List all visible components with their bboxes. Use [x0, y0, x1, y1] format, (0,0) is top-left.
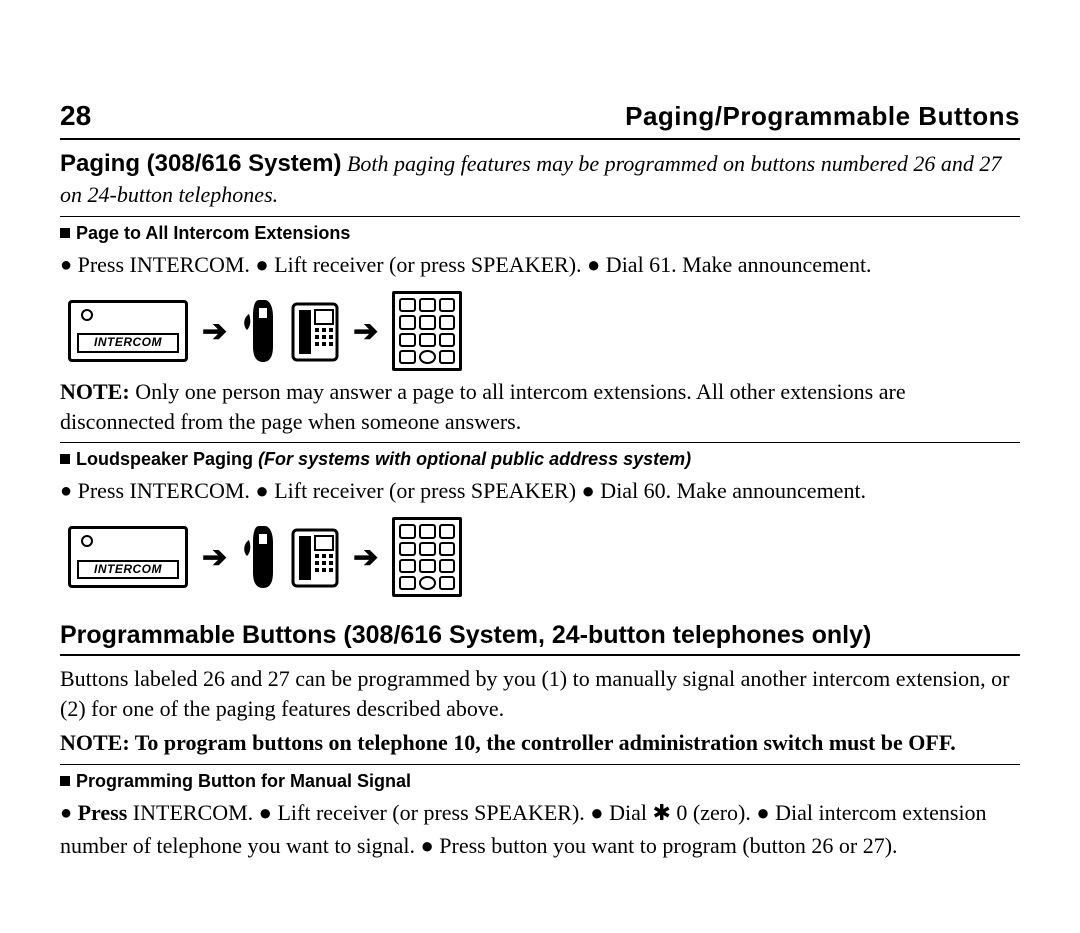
illustration-row-2: INTERCOM ➔ ➔	[68, 517, 1020, 597]
keypad-icon	[392, 517, 462, 597]
arrow-icon: ➔	[202, 540, 227, 575]
header-rule	[60, 138, 1020, 140]
subheading-a-text: Page to All Intercom Extensions	[76, 223, 350, 243]
steps-b-text: Press INTERCOM. ● Lift receiver (or pres…	[78, 478, 866, 503]
page-number: 28	[60, 100, 91, 132]
section2-heading: Programmable Buttons (308/616 System, 24…	[60, 621, 1020, 650]
intercom-button-icon: INTERCOM	[68, 300, 188, 362]
steps-b: ● Press INTERCOM. ● Lift receiver (or pr…	[60, 474, 1020, 507]
keypad-icon	[392, 291, 462, 371]
handset-icon	[241, 522, 287, 592]
note-a: NOTE: Only one person may answer a page …	[60, 377, 1020, 436]
subheading-a: Page to All Intercom Extensions	[60, 223, 1020, 244]
arrow-icon: ➔	[353, 314, 378, 349]
intercom-label: INTERCOM	[77, 333, 179, 353]
rule-1	[60, 216, 1020, 217]
rule-4	[60, 764, 1020, 765]
subheading-b: Loudspeaker Paging (For systems with opt…	[60, 449, 1020, 470]
square-bullet-icon	[60, 776, 70, 786]
subheading-c-text: Programming Button for Manual Signal	[76, 771, 411, 791]
rule-2	[60, 442, 1020, 443]
bullet-icon: ●	[60, 480, 72, 502]
section-lead-bold: Paging (308/616 System)	[60, 150, 341, 177]
intercom-button-icon: INTERCOM	[68, 526, 188, 588]
bullet-icon: ●	[60, 254, 72, 276]
intercom-label: INTERCOM	[77, 560, 179, 580]
deskphone-icon	[291, 298, 339, 364]
square-bullet-icon	[60, 454, 70, 464]
page-header: 28 Paging/Programmable Buttons	[60, 100, 1020, 132]
steps-a: ● Press INTERCOM. ● Lift receiver (or pr…	[60, 248, 1020, 281]
subheading-c: Programming Button for Manual Signal	[60, 771, 1020, 792]
subheading-b-ital: (For systems with optional public addres…	[258, 449, 691, 469]
handset-phone-icon	[241, 296, 339, 366]
arrow-icon: ➔	[202, 314, 227, 349]
rule-3	[60, 654, 1020, 656]
square-bullet-icon	[60, 228, 70, 238]
subheading-b-text: Loudspeaker Paging	[76, 449, 253, 469]
steps-c-prefix: Press	[78, 800, 128, 825]
header-title: Paging/Programmable Buttons	[625, 101, 1020, 132]
handset-phone-icon	[241, 522, 339, 592]
steps-a-text: Press INTERCOM. ● Lift receiver (or pres…	[78, 252, 872, 277]
handset-icon	[241, 296, 287, 366]
document-page: 28 Paging/Programmable Buttons Paging (3…	[0, 0, 1080, 933]
note-prefix: NOTE:	[60, 379, 130, 404]
bullet-icon: ●	[60, 802, 72, 824]
section2-body: Buttons labeled 26 and 27 can be program…	[60, 664, 1020, 723]
steps-c-text: INTERCOM. ● Lift receiver (or press SPEA…	[60, 800, 987, 858]
deskphone-icon	[291, 524, 339, 590]
steps-c: ● Press INTERCOM. ● Lift receiver (or pr…	[60, 796, 1020, 862]
section2-note-bold: NOTE: To program buttons on telephone 10…	[60, 728, 1020, 758]
illustration-row-1: INTERCOM ➔ ➔	[68, 291, 1020, 371]
section-lead: Paging (308/616 System) Both paging feat…	[60, 148, 1020, 210]
arrow-icon: ➔	[353, 540, 378, 575]
note-a-text: Only one person may answer a page to all…	[60, 379, 906, 434]
